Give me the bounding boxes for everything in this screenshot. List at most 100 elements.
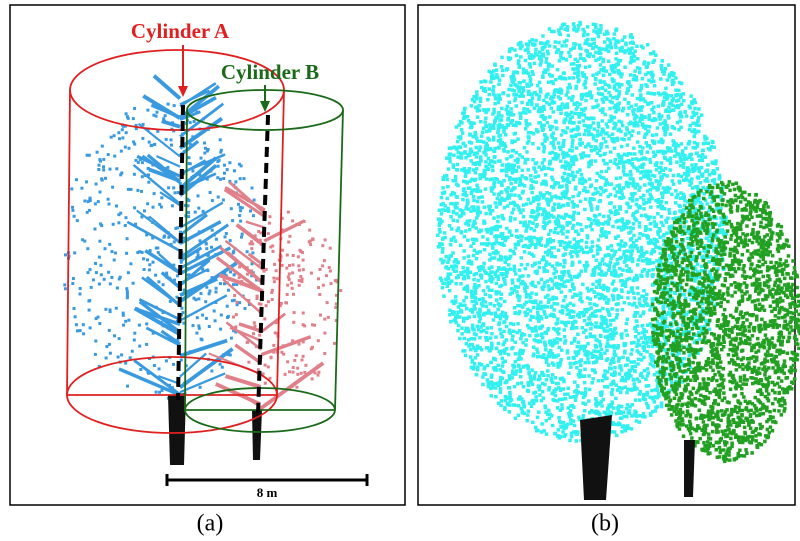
point: [613, 70, 617, 74]
point: [114, 252, 117, 255]
point: [466, 267, 470, 271]
point: [589, 327, 593, 331]
point: [552, 272, 556, 276]
point: [614, 46, 618, 50]
point: [247, 361, 250, 364]
point: [594, 59, 598, 63]
point: [490, 280, 494, 284]
point: [88, 154, 91, 157]
point: [321, 264, 324, 267]
point: [288, 264, 291, 267]
point: [129, 262, 132, 265]
point: [696, 142, 700, 146]
point: [497, 83, 501, 87]
point: [623, 226, 627, 230]
point: [645, 274, 649, 278]
point: [547, 288, 551, 292]
point: [64, 287, 67, 290]
point: [646, 102, 650, 106]
point: [465, 328, 469, 332]
point: [127, 188, 130, 191]
point: [602, 398, 606, 402]
point: [550, 168, 554, 172]
point: [668, 211, 672, 215]
point: [286, 360, 289, 363]
point: [447, 273, 451, 277]
point: [552, 157, 556, 161]
point: [579, 296, 583, 300]
point: [534, 325, 538, 329]
point: [546, 374, 550, 378]
point: [577, 126, 581, 130]
point: [567, 406, 571, 410]
point: [662, 152, 666, 156]
point: [605, 359, 609, 363]
point: [99, 191, 102, 194]
point: [656, 389, 660, 393]
point: [470, 104, 474, 108]
point: [643, 369, 647, 373]
point: [631, 52, 635, 56]
point: [269, 246, 272, 249]
point: [119, 173, 122, 176]
point: [552, 208, 556, 212]
point: [471, 360, 475, 364]
point: [587, 154, 591, 158]
point: [239, 220, 242, 223]
point: [497, 266, 501, 270]
point: [482, 372, 486, 376]
point: [317, 365, 320, 368]
point: [527, 84, 531, 88]
point: [713, 178, 717, 182]
point: [487, 157, 491, 161]
point: [440, 212, 444, 216]
point: [683, 110, 687, 114]
point: [302, 312, 305, 315]
point: [601, 98, 605, 102]
point: [300, 372, 303, 375]
point: [325, 274, 328, 277]
point: [290, 282, 293, 285]
point: [585, 225, 589, 229]
point: [581, 28, 585, 32]
point: [603, 373, 607, 377]
point: [633, 117, 637, 121]
point: [574, 42, 578, 46]
point: [562, 299, 566, 303]
point: [596, 129, 600, 133]
point: [524, 111, 528, 115]
point: [601, 86, 605, 90]
point: [500, 56, 504, 60]
point: [552, 186, 556, 190]
point: [519, 221, 523, 225]
point: [197, 297, 200, 300]
point: [146, 109, 149, 112]
point: [519, 368, 523, 372]
point: [223, 271, 226, 274]
point: [310, 272, 313, 275]
point: [135, 307, 138, 310]
point: [529, 215, 533, 219]
point: [460, 332, 464, 336]
point: [562, 265, 566, 269]
point: [441, 261, 445, 265]
point: [539, 355, 543, 359]
point: [632, 234, 636, 238]
point: [522, 79, 526, 83]
point: [642, 395, 646, 399]
point: [574, 320, 578, 324]
point: [302, 340, 305, 343]
point: [660, 221, 664, 225]
point: [661, 92, 665, 96]
point: [472, 278, 476, 282]
point: [567, 321, 571, 325]
point: [547, 167, 551, 171]
point: [605, 145, 609, 149]
point: [674, 88, 678, 92]
point: [608, 73, 612, 77]
point: [625, 333, 629, 337]
point: [462, 256, 466, 260]
point: [664, 167, 668, 171]
point: [124, 320, 127, 323]
point: [227, 353, 230, 356]
